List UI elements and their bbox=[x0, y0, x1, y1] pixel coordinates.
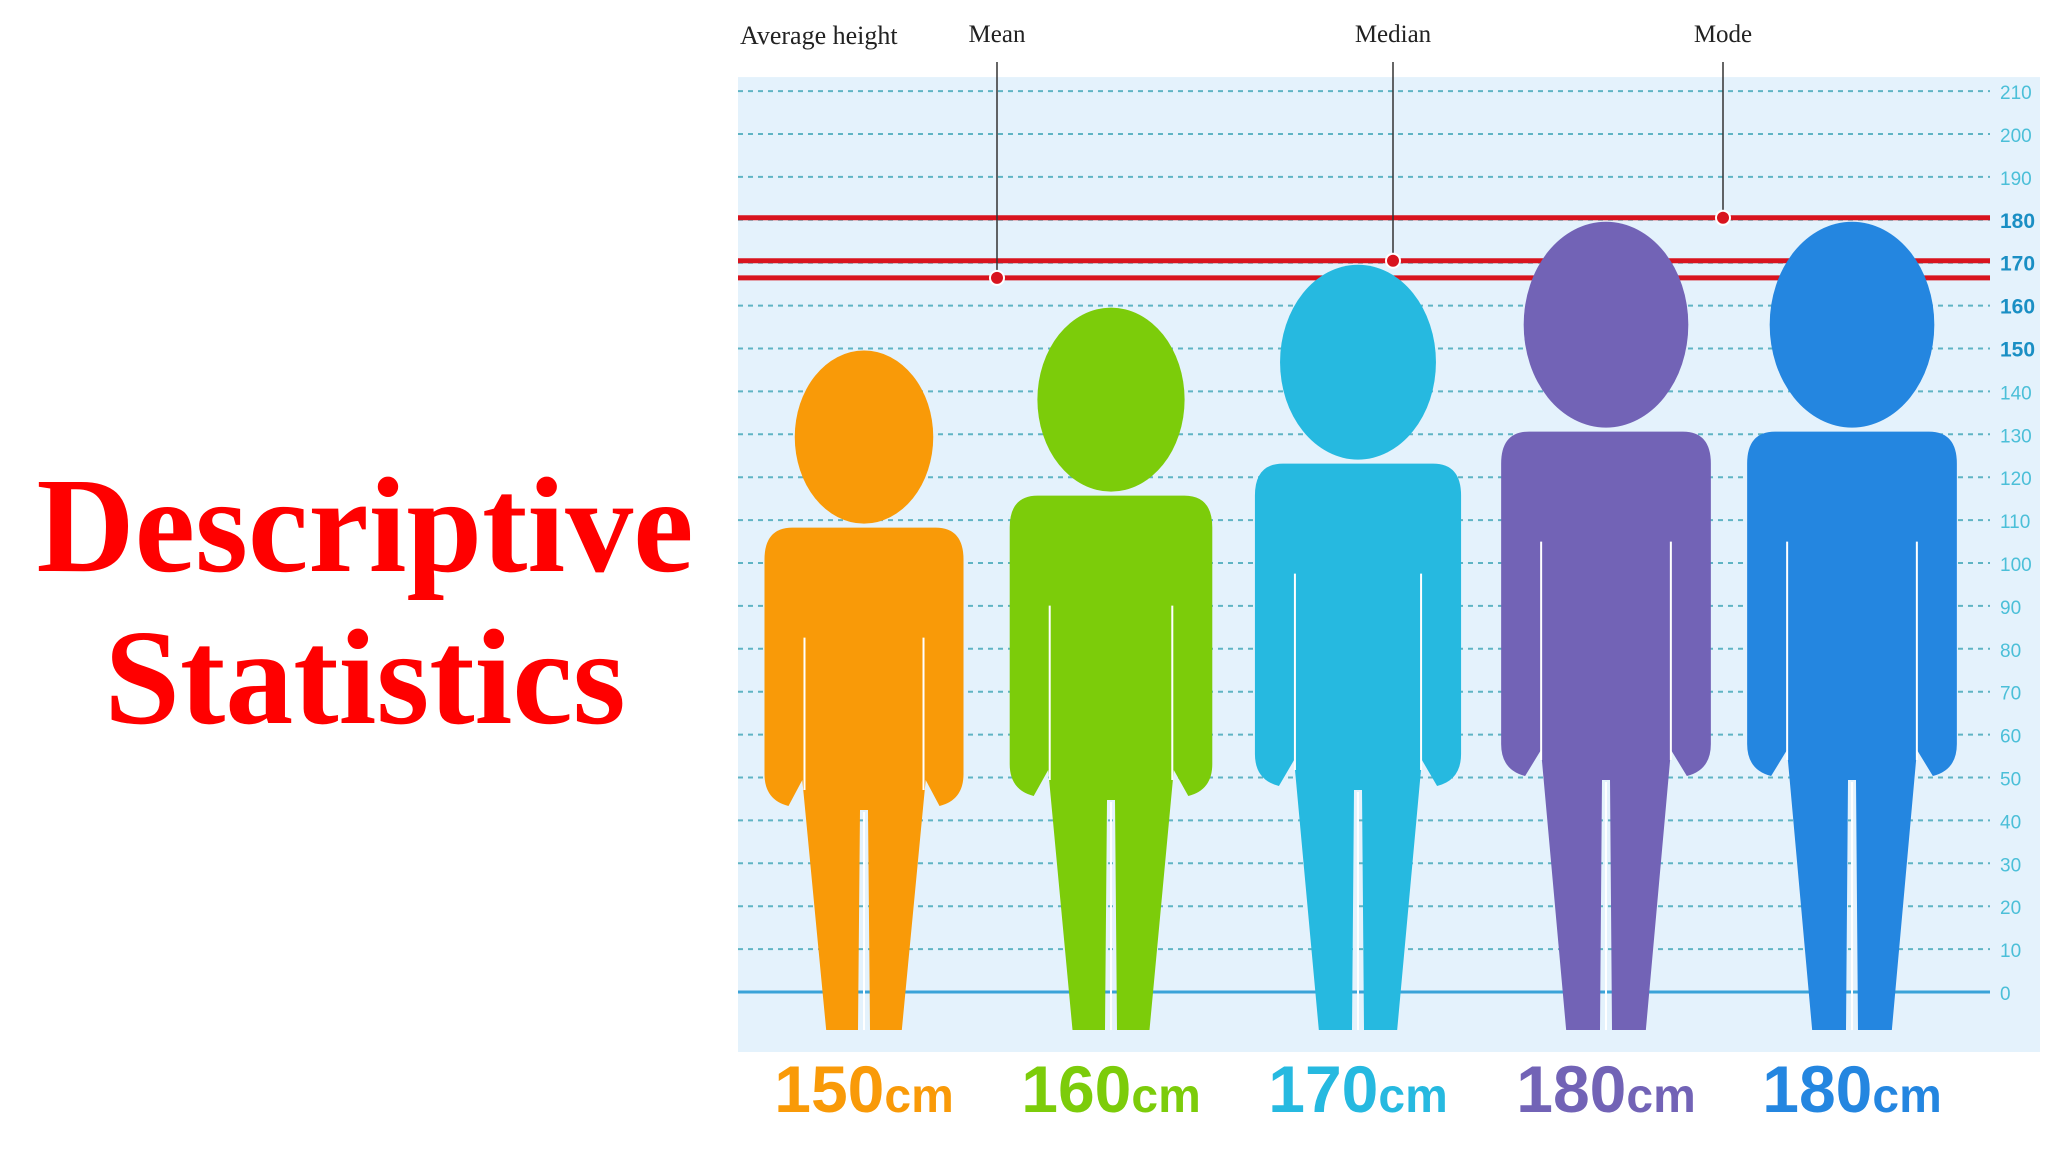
height-label: 150cm bbox=[774, 1052, 954, 1126]
person-figure bbox=[764, 350, 964, 1030]
tick-label: 60 bbox=[2000, 727, 2021, 748]
title-line-1: Descriptive bbox=[36, 451, 694, 601]
person-figure bbox=[1747, 221, 1957, 1030]
person-body bbox=[1501, 431, 1711, 1030]
tick-label: 180 bbox=[2000, 210, 2035, 233]
marker-label: Median bbox=[1355, 21, 1432, 48]
height-label: 180cm bbox=[1762, 1052, 1942, 1126]
height-unit: cm bbox=[884, 1070, 953, 1123]
tick-label: 90 bbox=[2000, 598, 2021, 619]
tick-label: 120 bbox=[2000, 469, 2032, 490]
person-body bbox=[1747, 431, 1957, 1030]
person-head bbox=[1280, 264, 1436, 460]
person-body bbox=[1254, 463, 1462, 1030]
height-labels: 150cm 160cm 170cm 180cm 180cm bbox=[774, 1052, 1942, 1126]
tick-label: 80 bbox=[2000, 641, 2021, 662]
marker-dot bbox=[1385, 252, 1401, 269]
tick-label: 210 bbox=[2000, 83, 2032, 104]
person-body bbox=[764, 527, 964, 1030]
tick-label: 10 bbox=[2000, 941, 2021, 962]
person-figure bbox=[1009, 307, 1213, 1030]
tick-label: 140 bbox=[2000, 383, 2032, 404]
marker-annotations: Mean Median Mode bbox=[969, 21, 1752, 286]
tick-label: 50 bbox=[2000, 770, 2021, 791]
tick-label: 150 bbox=[2000, 339, 2035, 362]
marker-dot bbox=[989, 269, 1005, 286]
tick-label: 190 bbox=[2000, 169, 2032, 190]
height-label: 170cm bbox=[1268, 1052, 1448, 1126]
person-figure bbox=[1254, 264, 1462, 1030]
tick-label: 110 bbox=[2000, 512, 2030, 533]
title-line-2: Statistics bbox=[104, 603, 626, 753]
person-head bbox=[1523, 221, 1689, 428]
person-head bbox=[1769, 221, 1935, 428]
tick-label: 40 bbox=[2000, 812, 2021, 833]
height-number: 180 bbox=[1762, 1052, 1872, 1126]
tick-label: 200 bbox=[2000, 126, 2032, 147]
height-label: 180cm bbox=[1516, 1052, 1696, 1126]
height-number: 150 bbox=[774, 1052, 884, 1126]
tick-label: 160 bbox=[2000, 296, 2035, 319]
tick-label: 30 bbox=[2000, 855, 2021, 876]
tick-label: 0 bbox=[2000, 984, 2011, 1005]
person-head bbox=[1037, 307, 1185, 492]
axis-ticks: 0 10 20 30 40 50 60 70 80 90 100 110 120 130 140 150 160… bbox=[2000, 83, 2035, 1005]
person-figure bbox=[1501, 221, 1711, 1030]
height-label: 160cm bbox=[1021, 1052, 1201, 1126]
height-number: 170 bbox=[1268, 1052, 1378, 1126]
height-unit: cm bbox=[1872, 1070, 1941, 1123]
marker-dot bbox=[1715, 209, 1731, 226]
average-height-label: Average height bbox=[740, 21, 898, 50]
slide-title: Descriptive Statistics bbox=[0, 450, 730, 754]
tick-label: 20 bbox=[2000, 898, 2021, 919]
height-unit: cm bbox=[1131, 1070, 1200, 1123]
height-number: 180 bbox=[1516, 1052, 1626, 1126]
people-figures bbox=[764, 221, 1957, 1030]
height-unit: cm bbox=[1378, 1070, 1447, 1123]
tick-label: 170 bbox=[2000, 253, 2035, 276]
marker-label: Mean bbox=[969, 21, 1026, 48]
height-diagram: 0 10 20 30 40 50 60 70 80 90 100 110 120 130 140 150 160… bbox=[738, 21, 2040, 1126]
height-number: 160 bbox=[1021, 1052, 1131, 1126]
height-unit: cm bbox=[1626, 1070, 1695, 1123]
height-figure: 0 10 20 30 40 50 60 70 80 90 100 110 120 130 140 150 160… bbox=[720, 0, 2048, 1152]
tick-label: 130 bbox=[2000, 426, 2032, 447]
tick-label: 100 bbox=[2000, 555, 2032, 576]
person-body bbox=[1009, 495, 1213, 1030]
marker-label: Mode bbox=[1694, 21, 1752, 48]
tick-label: 70 bbox=[2000, 684, 2021, 705]
person-head bbox=[794, 350, 934, 524]
